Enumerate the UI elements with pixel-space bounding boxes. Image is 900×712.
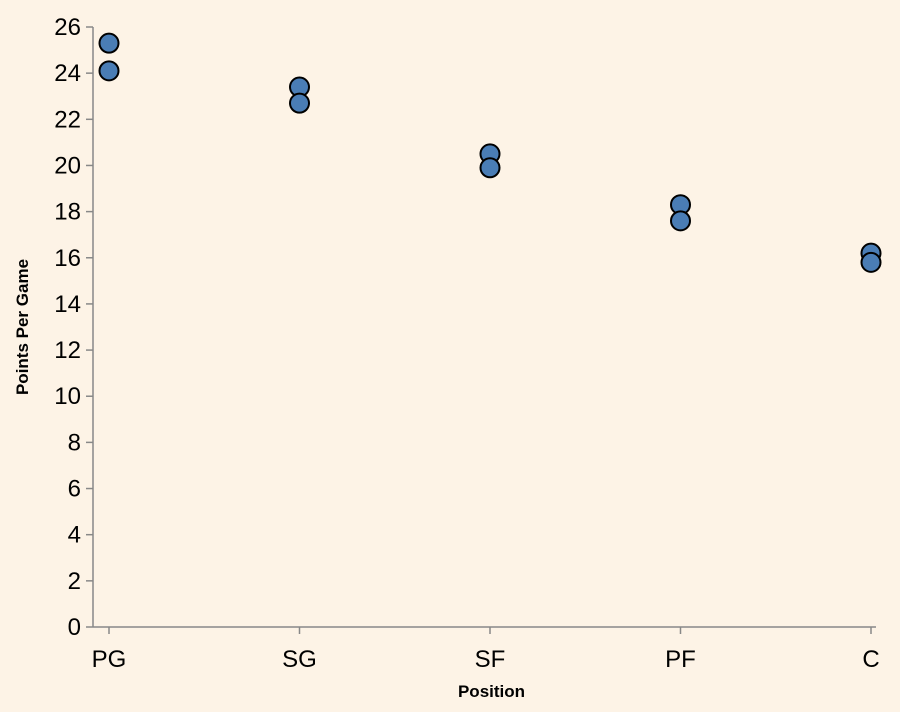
y-tick-label: 4 bbox=[68, 522, 81, 549]
data-point[interactable] bbox=[479, 157, 501, 179]
y-tick-label: 10 bbox=[54, 383, 81, 410]
data-point[interactable] bbox=[98, 32, 120, 54]
y-axis-title: Points Per Game bbox=[13, 259, 32, 395]
y-tick-label: 22 bbox=[54, 106, 81, 133]
y-tick-label: 6 bbox=[68, 476, 81, 503]
x-axis-title: Position bbox=[458, 682, 525, 701]
data-points bbox=[98, 32, 882, 273]
y-tick-label: 8 bbox=[68, 429, 81, 456]
y-tick-label: 18 bbox=[54, 199, 81, 226]
y-tick-label: 20 bbox=[54, 152, 81, 179]
x-tick-label: C bbox=[862, 646, 879, 673]
data-point[interactable] bbox=[860, 251, 882, 273]
x-tick-label: SF bbox=[475, 646, 506, 673]
y-tick-label: 14 bbox=[54, 291, 81, 318]
x-tick-label: SG bbox=[282, 646, 317, 673]
x-axis: PG SG SF PF C bbox=[92, 626, 880, 673]
x-tick-label: PG bbox=[92, 646, 127, 673]
y-tick-label: 16 bbox=[54, 245, 81, 272]
x-tick-label: PF bbox=[665, 646, 696, 673]
data-point[interactable] bbox=[98, 60, 120, 82]
data-point[interactable] bbox=[289, 92, 310, 114]
y-tick-label: 12 bbox=[54, 337, 81, 364]
y-tick-label: 0 bbox=[68, 614, 81, 641]
y-tick-label: 24 bbox=[54, 60, 81, 87]
y-tick-label: 2 bbox=[68, 568, 81, 595]
y-tick-label: 26 bbox=[54, 14, 81, 41]
data-point[interactable] bbox=[670, 210, 691, 232]
